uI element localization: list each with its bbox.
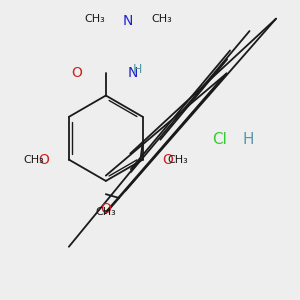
- Text: CH₃: CH₃: [151, 14, 172, 24]
- Text: O: O: [100, 202, 111, 216]
- Text: N: N: [128, 66, 138, 80]
- Text: Cl: Cl: [212, 132, 226, 147]
- Text: CH₃: CH₃: [23, 154, 44, 165]
- Text: O: O: [38, 153, 49, 166]
- Text: O: O: [72, 66, 83, 80]
- Text: CH₃: CH₃: [168, 154, 189, 165]
- Text: H: H: [243, 132, 254, 147]
- Text: CH₃: CH₃: [84, 14, 105, 24]
- Text: O: O: [163, 153, 173, 166]
- Text: H: H: [133, 63, 142, 76]
- Text: CH₃: CH₃: [95, 207, 116, 218]
- Text: N: N: [123, 14, 133, 28]
